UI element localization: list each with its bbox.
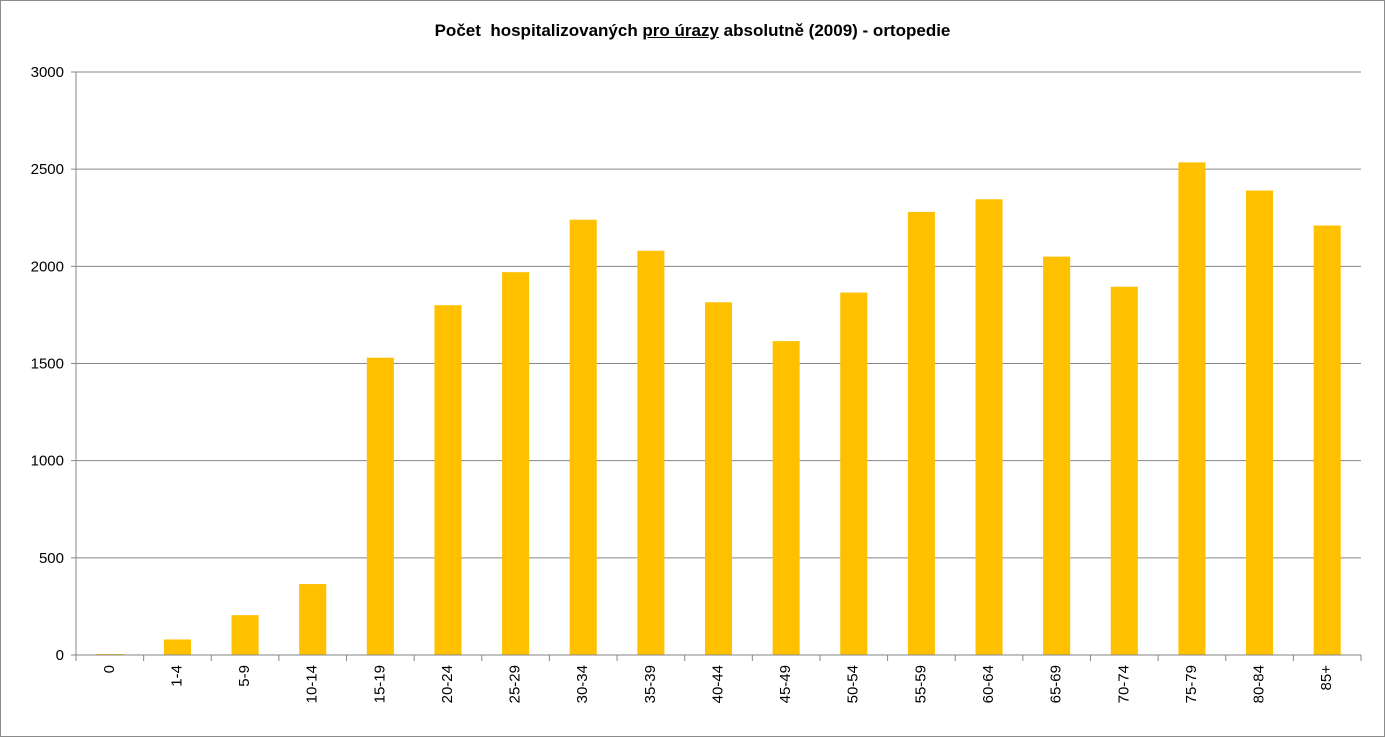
x-tick-label: 75-79 — [1183, 665, 1200, 703]
bar-15-19 — [366, 357, 394, 655]
x-tick-label: 65-69 — [1048, 665, 1065, 703]
bar-40-44 — [704, 302, 733, 655]
bar-30-34 — [569, 219, 597, 655]
x-tick-label: 25-29 — [507, 665, 524, 703]
bar-20-24 — [434, 305, 462, 655]
y-tick-label: 2500 — [31, 161, 64, 178]
x-tick-label: 45-49 — [777, 665, 794, 703]
bar-60-64 — [975, 199, 1003, 655]
x-tick-label: 20-24 — [439, 665, 456, 703]
bar-25-29 — [502, 272, 530, 655]
chart-title-underlined: pro úrazy — [642, 21, 719, 40]
x-tick-label: 15-19 — [371, 665, 388, 703]
bar-65-69 — [1043, 256, 1071, 655]
chart-title-part-2: absolutně (2009) - ortopedie — [718, 21, 951, 40]
y-tick-label: 1000 — [31, 453, 64, 470]
bar-1-4 — [163, 639, 191, 655]
bar-80-84 — [1246, 190, 1274, 655]
chart-title-part-1: Počet hospitalizovaných — [434, 21, 643, 40]
y-tick-label: 3000 — [31, 64, 64, 81]
y-tick-label: 2000 — [31, 258, 64, 275]
x-tick-label: 1-4 — [168, 665, 185, 687]
bar-55-59 — [907, 211, 935, 656]
chart-title: Počet hospitalizovaných pro úrazy absolu… — [1, 21, 1384, 41]
x-tick-label: 60-64 — [980, 665, 997, 703]
x-tick-label: 35-39 — [642, 665, 659, 703]
bar-5-9 — [231, 615, 259, 655]
bar-50-54 — [840, 292, 868, 655]
y-tick-label: 1500 — [31, 356, 64, 373]
y-tick-label: 500 — [39, 550, 64, 567]
x-tick-label: 50-54 — [845, 665, 862, 703]
bar-10-14 — [299, 584, 327, 655]
bar-70-74 — [1110, 286, 1138, 655]
bar-35-39 — [637, 250, 665, 655]
x-tick-label: 70-74 — [1115, 665, 1132, 703]
bar-85+ — [1313, 225, 1341, 656]
bar-45-49 — [772, 341, 800, 655]
x-tick-label: 40-44 — [709, 665, 726, 703]
y-tick-label: 0 — [56, 647, 64, 664]
x-tick-label: 5-9 — [236, 665, 253, 687]
x-tick-label: 80-84 — [1251, 665, 1268, 703]
x-tick-label: 55-59 — [912, 665, 929, 703]
bar-75-79 — [1178, 162, 1206, 656]
x-tick-label: 30-34 — [574, 665, 591, 703]
x-tick-label: 85+ — [1318, 665, 1335, 691]
x-tick-label: 10-14 — [304, 665, 321, 703]
x-tick-label: 0 — [101, 665, 118, 673]
